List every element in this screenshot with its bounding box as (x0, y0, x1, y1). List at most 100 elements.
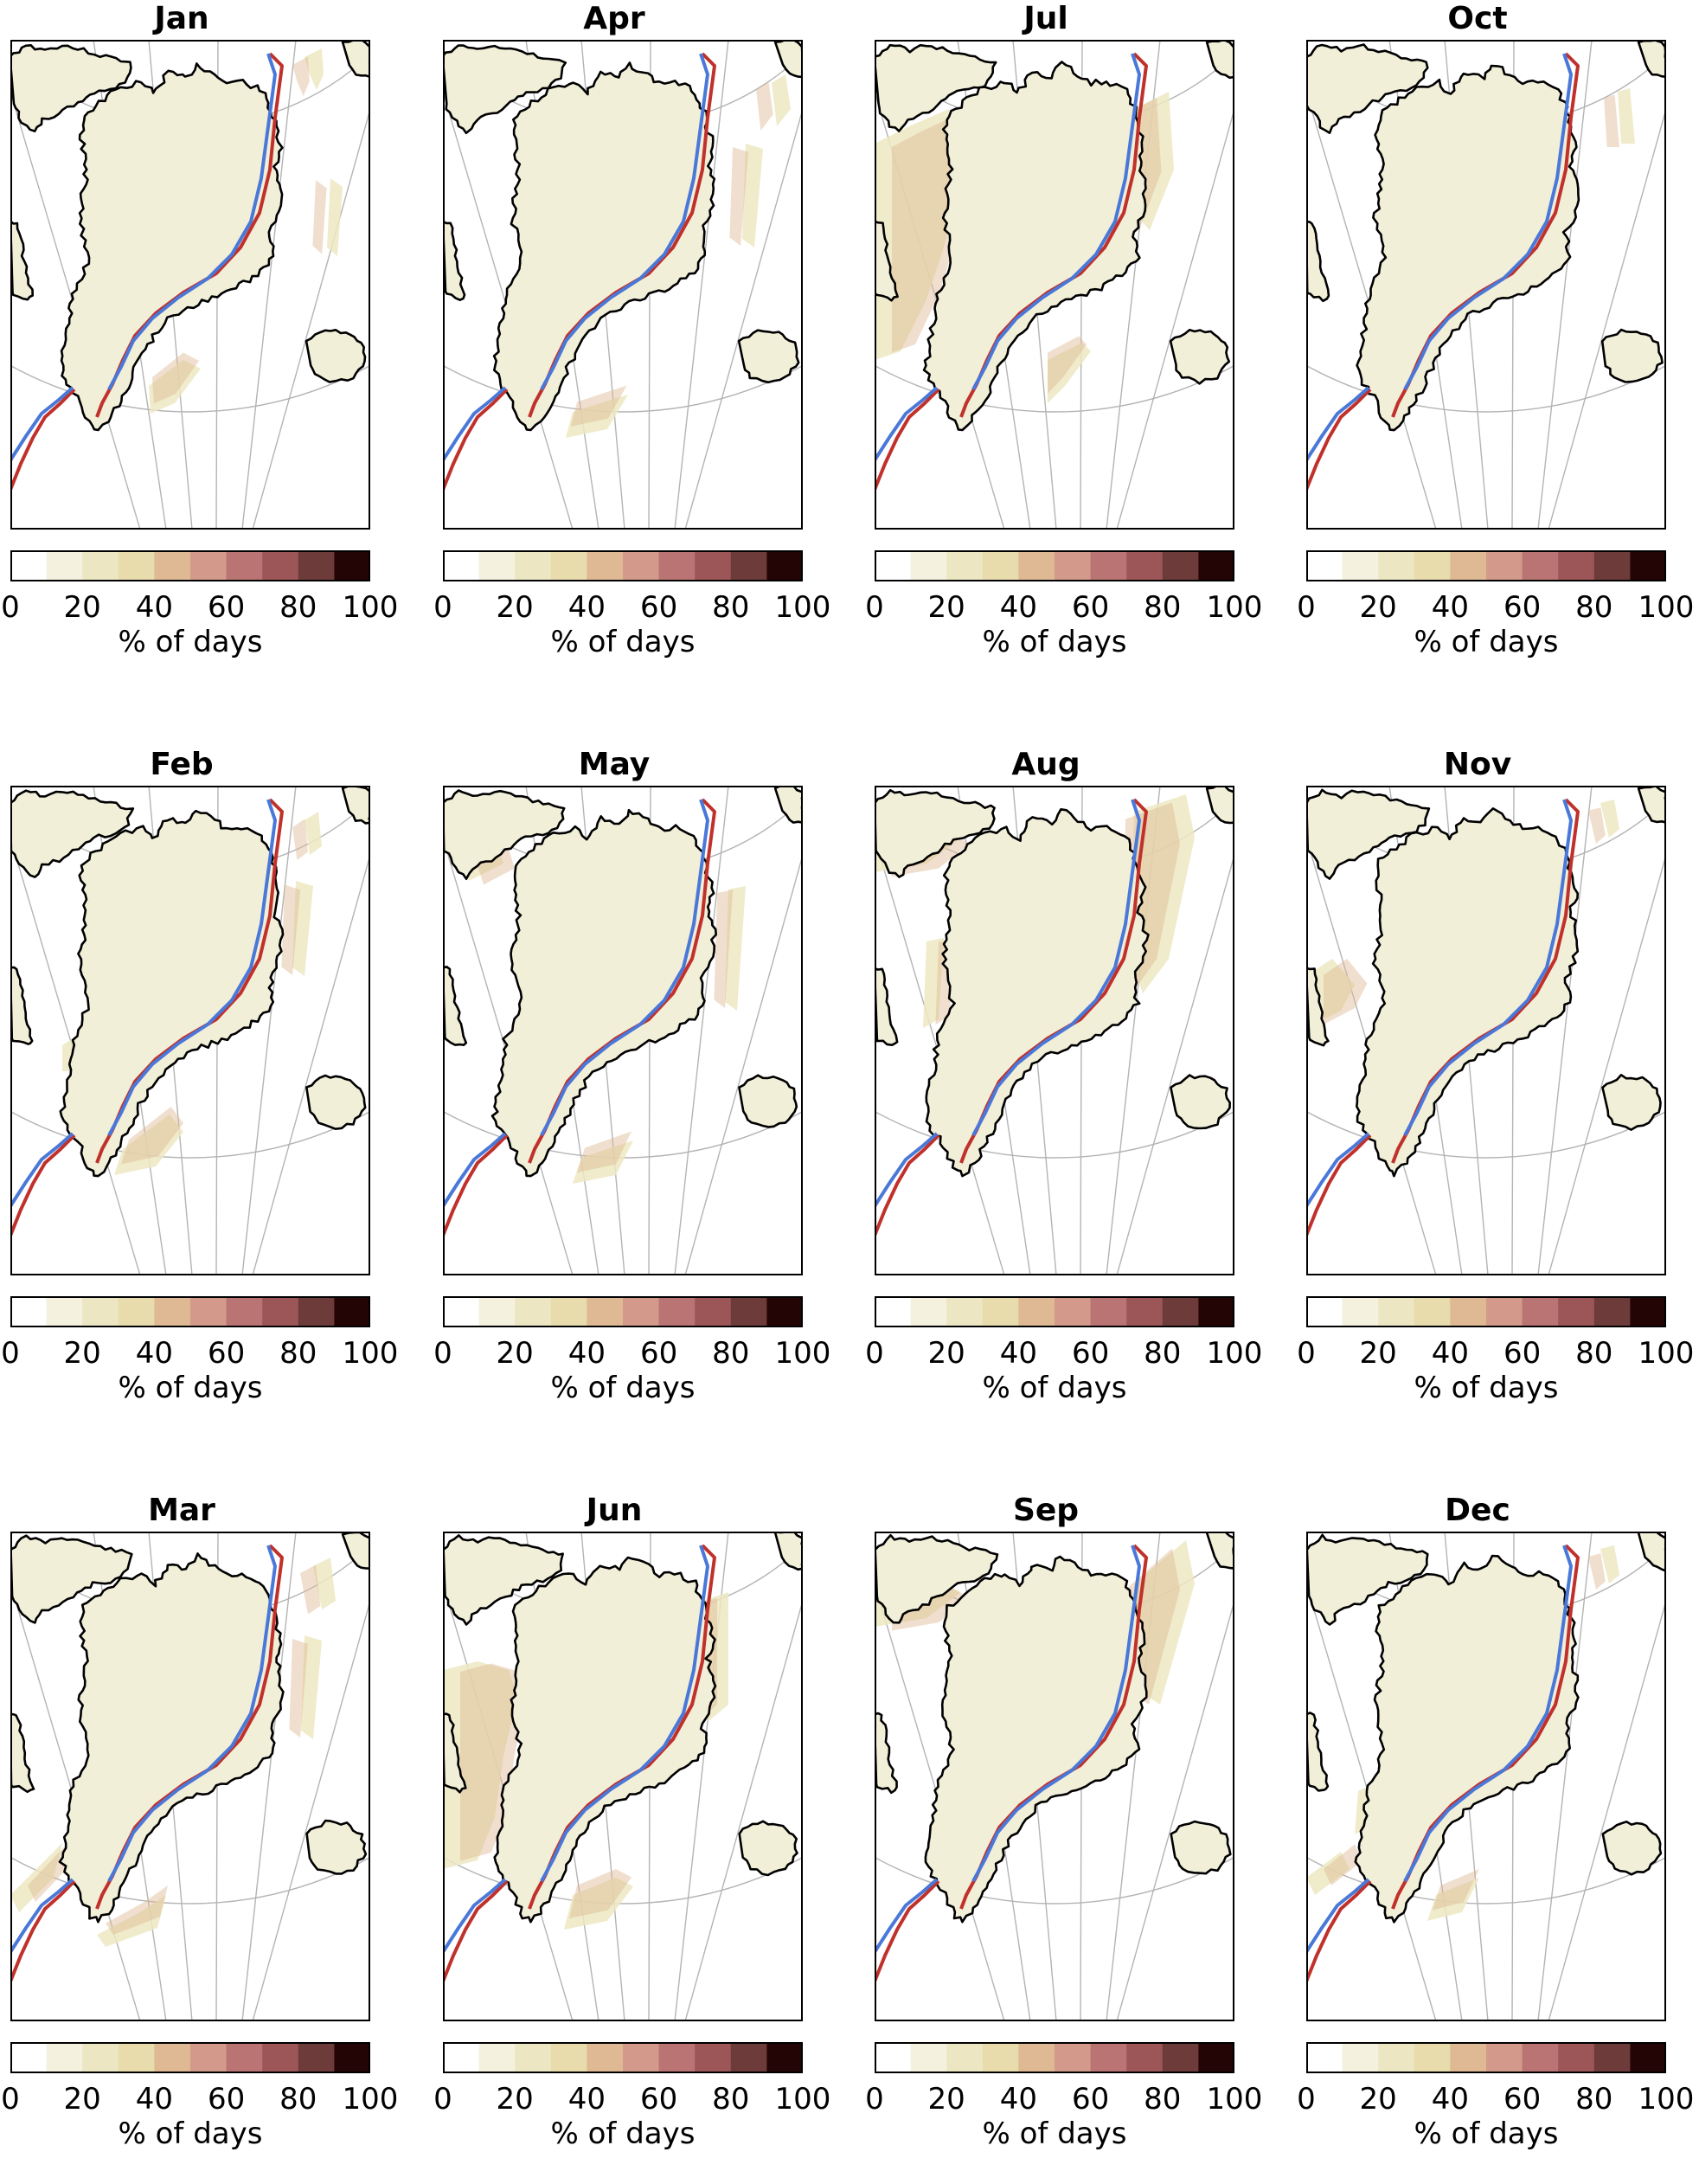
greenland-coastline (1354, 1554, 1580, 1924)
colorbar-level (190, 1296, 228, 1327)
map-apr (443, 40, 803, 530)
colorbar-tick-label: 0 (1297, 1336, 1316, 1371)
panel-mar: Mar 0 20 40 60 80 100 % of days (0, 1492, 398, 2184)
colorbar-level (226, 550, 263, 581)
sea-ice-frequency-region (301, 1635, 322, 1739)
map-frame (443, 1532, 803, 2021)
map-dec (1306, 1532, 1666, 2021)
ellesmere-island-coastline (10, 789, 135, 878)
colorbar-level (550, 550, 587, 581)
east-blue-contour (1403, 1545, 1573, 1882)
colorbar-tick-label: 100 (774, 590, 831, 625)
colorbar-frame (443, 1296, 803, 1327)
sea-ice-frequency-region (1600, 1545, 1619, 1583)
west-red-contour (1306, 1879, 1372, 1982)
baffin-island-coastline (443, 966, 468, 1046)
colorbar-tick-label: 40 (999, 1336, 1038, 1371)
colorbar-level (1558, 1296, 1595, 1327)
colorbar-label: % of days (118, 2117, 263, 2151)
colorbar-level (1558, 2042, 1595, 2073)
colorbar-level (910, 550, 947, 581)
sea-ice-frequency-region (1600, 800, 1619, 838)
map-mar (10, 1532, 370, 2021)
colorbar-level (1414, 550, 1451, 581)
colorbar-level (982, 1296, 1019, 1327)
graticule-meridian (674, 786, 729, 1275)
colorbar (443, 1296, 803, 1327)
sea-ice-frequency-core (289, 1639, 308, 1738)
colorbar-tick-label: 100 (1638, 1336, 1695, 1371)
iceland-coastline (1600, 328, 1664, 383)
colorbar-tick-label: 40 (1431, 2082, 1470, 2117)
colorbar-tick-label: 20 (927, 1336, 965, 1371)
panel-title: Sep (1012, 1493, 1080, 1528)
west-blue-contour (1306, 1878, 1370, 1954)
greenland-coastline (925, 808, 1150, 1178)
colorbar-tick-label: 40 (1431, 590, 1470, 625)
colorbar-level (1162, 2042, 1199, 2073)
colorbar-level (298, 550, 335, 581)
east-blue-contour (107, 1545, 277, 1882)
colorbar-level (1342, 2042, 1379, 2073)
iceland-coastline (1170, 1074, 1231, 1130)
colorbar-level (910, 2042, 947, 2073)
west-red-contour (875, 388, 940, 491)
colorbar-tick-label: 60 (639, 2082, 678, 2117)
sea-ice-frequency-core (714, 890, 733, 1008)
graticule-latitude (875, 1856, 1234, 1905)
colorbar-tick-label: 60 (207, 590, 246, 625)
sea-ice-frequency-region (1427, 1878, 1479, 1921)
west-red-contour (443, 1134, 509, 1237)
colorbar (443, 550, 803, 581)
colorbar-level (1630, 550, 1666, 581)
colorbar-tick-label: 60 (639, 590, 678, 625)
east-blue-contour (107, 799, 277, 1136)
colorbar-level (946, 1296, 984, 1327)
colorbar-tick-label: 60 (1071, 2082, 1110, 2117)
west-red-contour (875, 1879, 940, 1982)
colorbar-level (587, 550, 624, 581)
colorbar-level (1090, 550, 1127, 581)
colorbar-level (1306, 1296, 1343, 1327)
graticule-meridian (241, 40, 297, 530)
panel-title: Jan (154, 1, 209, 36)
colorbar-tick-label: 20 (1359, 2082, 1397, 2117)
colorbar-level (1090, 1296, 1127, 1327)
colorbar-level (226, 2042, 263, 2073)
colorbar-tick-label: 40 (567, 590, 606, 625)
colorbar-tick-label: 40 (135, 590, 174, 625)
colorbar-level (443, 550, 480, 581)
colorbar-tick-label: 80 (712, 1336, 750, 1371)
svalbard-coastline (1205, 1532, 1234, 1570)
colorbar-tick-label: 20 (496, 590, 534, 625)
east-blue-contour (107, 53, 277, 390)
colorbar-tick-label: 40 (567, 2082, 606, 2117)
graticule-latitude (1306, 364, 1666, 413)
colorbar-level (334, 550, 370, 581)
map-frame (1306, 1532, 1666, 2021)
colorbar-label: % of days (550, 2117, 696, 2151)
ellesmere-island-coastline (1306, 788, 1431, 880)
colorbar-level (730, 2042, 767, 2073)
west-blue-contour (875, 386, 939, 462)
panel-title: Dec (1445, 1493, 1510, 1528)
baffin-island-coastline (1306, 1712, 1330, 1792)
colorbar-level (1486, 2042, 1523, 2073)
ellesmere-island-coastline (10, 44, 132, 132)
iceland-coastline (737, 329, 800, 384)
map-oct (1306, 40, 1666, 530)
graticule-meridian (1548, 854, 1666, 1275)
west-blue-contour (10, 1132, 74, 1208)
sea-ice-frequency-core (1604, 94, 1619, 147)
colorbar-tick-label: 80 (1575, 590, 1613, 625)
sea-ice-frequency-core (569, 1869, 632, 1918)
svalbard-coastline (1205, 786, 1234, 825)
sea-ice-frequency-region (305, 812, 322, 855)
east-blue-contour (1403, 53, 1573, 390)
east-blue-contour (540, 1545, 709, 1882)
map-frame (1306, 40, 1666, 530)
colorbar-label: % of days (550, 1371, 696, 1405)
colorbar (10, 1296, 370, 1327)
colorbar-level (1450, 2042, 1487, 2073)
colorbar-tick-label: 80 (712, 590, 750, 625)
